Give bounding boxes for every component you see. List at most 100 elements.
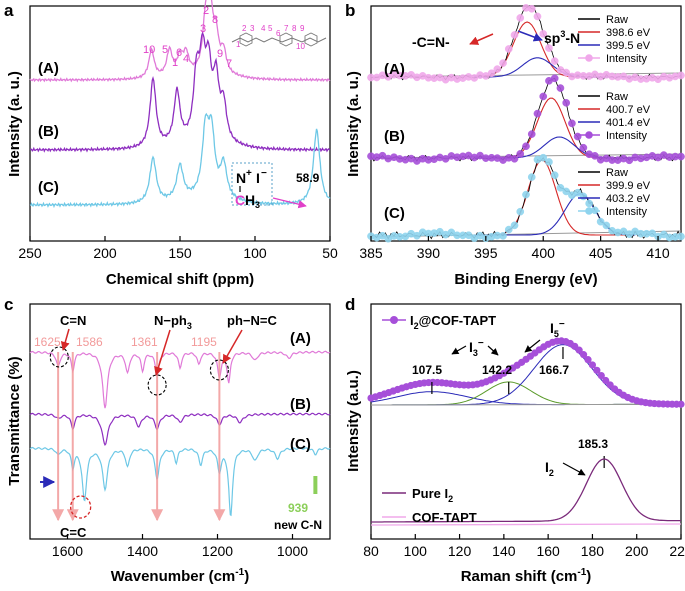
peak-num: 6	[176, 47, 182, 59]
annot-cn: -C=N-	[412, 34, 450, 50]
struct-num: 5	[268, 24, 273, 33]
x-tick-label: 100	[243, 245, 267, 261]
struct-num: 9	[300, 24, 305, 33]
struct-num: 7	[284, 24, 289, 33]
panel-a-ticks: 250 200 150 100 50	[18, 236, 338, 261]
xps-marker	[527, 173, 536, 181]
x-tick-label: 100	[404, 543, 428, 559]
structure-ring	[279, 32, 293, 47]
annot-phnc: ph−N=C	[227, 313, 277, 328]
nmr-curve	[29, 31, 331, 153]
panel-d-frame	[370, 303, 682, 540]
panel-c-ticks: 1600 1400 1200 1000	[52, 534, 308, 559]
xps-marker	[568, 119, 576, 128]
annot-i5-sub: 5	[554, 329, 559, 339]
legend-label: 401.4 eV	[606, 117, 651, 129]
annot-nph3-text: N−ph	[154, 313, 187, 328]
peak-166-7: 166.7	[539, 363, 569, 377]
annot-1625: 1625	[34, 335, 61, 349]
annot-sp3-text: sp	[544, 30, 560, 46]
peak-num: 4	[183, 53, 189, 65]
x-tick-label: 180	[581, 543, 605, 559]
legend-top-label: I2@COF-TAPT	[410, 313, 496, 331]
panel-a-label-B: (B)	[38, 123, 59, 140]
raman-pure-i2	[371, 458, 681, 523]
xps-marker	[522, 190, 530, 199]
xps-marker	[545, 44, 553, 52]
legend-label: 399.5 eV	[606, 40, 651, 52]
panel-d-letter: d	[345, 295, 355, 314]
xps-marker	[596, 217, 605, 226]
x-tick-label: 200	[625, 543, 649, 559]
x-tick-label: 1400	[127, 543, 158, 559]
x-tick-label: 200	[93, 245, 117, 261]
methyl-h: H	[245, 192, 255, 208]
raman-marker	[677, 400, 685, 408]
panel-b-ticks: 385 390 395 400 405 410	[359, 236, 670, 261]
annot-c-cn: C=N	[60, 313, 86, 328]
panel-c-label-A: (A)	[290, 330, 311, 347]
panel-b-ylabel: Intensity (a. u.)	[345, 71, 362, 177]
xps-marker	[533, 109, 542, 118]
structure-ring	[304, 32, 318, 47]
annot-nph3: N−ph3	[154, 313, 192, 331]
xps-marker	[413, 231, 421, 240]
xps-marker	[677, 71, 685, 80]
band-circle	[209, 359, 229, 381]
annot-sp3-tail: -N	[565, 30, 580, 46]
methyl-inset: N + I − C H 3	[231, 162, 273, 210]
x-tick-label: 80	[363, 543, 379, 559]
arrow-cn	[469, 33, 494, 45]
arrow-i2	[562, 462, 586, 476]
struct-num: 10	[296, 42, 305, 51]
legend-pure-text: Pure I	[412, 486, 448, 501]
x-tick-label: 395	[474, 245, 498, 261]
c-xlabel-tail: )	[244, 568, 249, 585]
xps-marker	[499, 59, 507, 67]
xps-marker	[562, 68, 571, 77]
legend-marker	[585, 207, 593, 215]
panel-c-ylabel: Transmittance (%)	[6, 356, 23, 485]
peak-185-3: 185.3	[578, 437, 608, 451]
panel-c-xlabel: Wavenumber (cm-1)	[111, 567, 249, 585]
arrow-cn	[60, 328, 70, 351]
arrow-i3-left	[451, 345, 467, 355]
panel-c: c 1600 1400 1200 1000 (A) (B) (C) C=N N−ph3…	[4, 295, 331, 585]
annot-939: 939	[288, 501, 308, 515]
legend-label: Raw	[606, 14, 628, 26]
panel-a-curves	[29, 0, 331, 209]
xps-marker	[510, 31, 519, 39]
d-xlabel-text: Raman shift (cm	[461, 568, 578, 585]
panel-c-label-B: (B)	[290, 396, 311, 413]
panel-a-xlabel: Chemical shift (ppm)	[106, 271, 254, 288]
annot-i3-sup: −	[478, 338, 484, 349]
legend-top: I2@COF-TAPT	[382, 313, 496, 331]
x-tick-label: 400	[532, 245, 556, 261]
methyl-carbon: C	[235, 192, 245, 208]
panel-a-ylabel: Intensity (a. u.)	[6, 71, 23, 177]
xps-marker	[591, 152, 599, 160]
legend-label: Intensity	[606, 206, 647, 218]
nmr-curve	[29, 112, 331, 209]
panel-c-frame	[29, 303, 331, 540]
annot-1361: 1361	[131, 335, 158, 349]
peak-num: 2	[203, 5, 209, 17]
methyl-n: N	[236, 170, 246, 186]
x-tick-label: 385	[359, 245, 383, 261]
xps-marker	[562, 98, 571, 107]
panel-c-band-markers	[40, 328, 318, 522]
legend-label: 399.9 eV	[606, 180, 651, 192]
raman-marker	[602, 376, 610, 385]
legend-top-text: I	[410, 313, 414, 328]
panel-d: d 80100120140160180200220 I2@COF-TAPT I3…	[345, 295, 685, 585]
legend-top-marker	[390, 316, 398, 324]
raman-marker	[593, 366, 601, 374]
annot-58-9: 58.9	[296, 171, 320, 185]
ftir-curve	[29, 350, 331, 409]
peak-num: 7	[226, 58, 232, 70]
x-tick-label: 140	[492, 543, 516, 559]
annot-i3-text: I	[469, 339, 473, 355]
xps-marker	[677, 152, 685, 161]
